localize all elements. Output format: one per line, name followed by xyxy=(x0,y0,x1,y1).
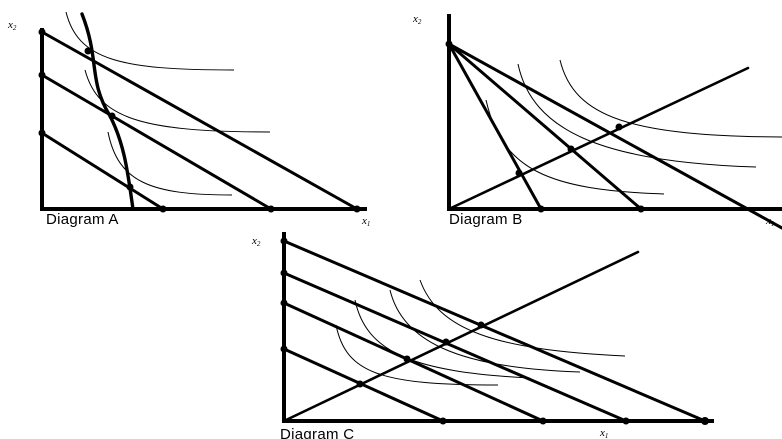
diagram-a-intercept-x-middle xyxy=(267,205,275,213)
diagram-c-tangency-2 xyxy=(442,338,450,346)
diagram-c-intercept-x-3 xyxy=(539,417,547,425)
diagram-c-budget-line-3 xyxy=(282,301,545,423)
diagram-b-budget-line-medium xyxy=(447,42,643,211)
diagram-b-tangency-mid xyxy=(567,145,575,153)
diagram-b-caption: Diagram B xyxy=(449,211,523,228)
diagram-a-intercept-x-outer xyxy=(353,205,361,213)
diagram-c-budget-line-2 xyxy=(282,271,628,423)
diagram-c-intercept-y-2 xyxy=(280,269,288,277)
diagram-c-tangency-3 xyxy=(403,355,411,363)
diagram-c-intercept-x-4 xyxy=(439,417,447,425)
diagram-b-indifference-curve-low xyxy=(485,99,665,195)
diagram-a-tangency-outer xyxy=(84,47,92,55)
diagram-b-indifference-curve-mid xyxy=(517,63,757,168)
diagram-c-intercept-x-2 xyxy=(622,417,630,425)
diagram-c-intercept-y-3 xyxy=(280,299,288,307)
diagram-c-tangency-1 xyxy=(477,321,485,329)
diagram-c-budget-line-4 xyxy=(282,347,445,423)
diagram-c-ray xyxy=(282,250,640,423)
diagram-a-tangency-middle xyxy=(108,112,116,120)
diagram-c-intercept-y-4 xyxy=(280,345,288,353)
diagram-c-intercept-x-1 xyxy=(701,417,709,425)
diagram-a-budget-line-inner xyxy=(40,131,165,211)
diagram-a-intercept-y-inner xyxy=(38,129,46,137)
diagram-c-indifference-curve-3 xyxy=(354,299,531,379)
diagram-a-indifference-curve-high xyxy=(65,11,235,71)
diagram-a-intercept-x-inner xyxy=(159,205,167,213)
diagram-c-tangency-4 xyxy=(356,380,364,388)
diagram-b-indifference-curve-high xyxy=(559,59,782,138)
diagram-a-indifference-curve-mid xyxy=(84,69,271,133)
diagram-a-budget-line-middle xyxy=(40,73,273,211)
diagram-b-tangency-low xyxy=(515,169,523,177)
diagram-b-tangency-high xyxy=(615,123,623,131)
diagram-a: x2 x1 Diagram A xyxy=(7,11,370,228)
diagram-a-engel-path xyxy=(80,12,135,211)
diagram-a-budget-line-outer xyxy=(40,30,359,211)
diagram-b-intercept-x-steep xyxy=(537,205,545,213)
diagram-a-caption: Diagram A xyxy=(46,211,119,228)
diagram-c-x-axis-label: x1 xyxy=(599,427,608,439)
diagram-a-tangency-inner xyxy=(126,183,134,191)
diagram-b-intercept-x-medium xyxy=(637,205,645,213)
diagram-c-y-axis-label: x2 xyxy=(251,235,261,248)
diagram-b-y-axis-label: x2 xyxy=(412,13,422,26)
diagram-c-indifference-curve-1 xyxy=(419,279,626,357)
diagram-a-y-axis-label: x2 xyxy=(7,19,17,32)
diagram-c-caption: Diagram C xyxy=(280,426,354,439)
diagram-b-intercept-y xyxy=(445,40,453,48)
diagram-a-intercept-y-middle xyxy=(38,71,46,79)
diagram-b-budget-line-flat xyxy=(447,42,782,230)
diagram-c-intercept-y-1 xyxy=(280,237,288,245)
diagram-c: x2 x1 Diagram C xyxy=(251,232,714,439)
diagram-b-ray xyxy=(447,66,750,211)
diagram-a-indifference-curve-low xyxy=(107,131,233,196)
diagram-c-indifference-curve-4 xyxy=(335,324,499,386)
diagram-c-budget-line-1 xyxy=(282,239,707,423)
diagram-a-intercept-y-outer xyxy=(38,28,46,36)
diagram-a-x-axis-label: x1 xyxy=(361,215,370,228)
diagram-b: x2 x1 Diagram B xyxy=(412,13,782,230)
diagram-c-indifference-curve-2 xyxy=(389,289,581,373)
